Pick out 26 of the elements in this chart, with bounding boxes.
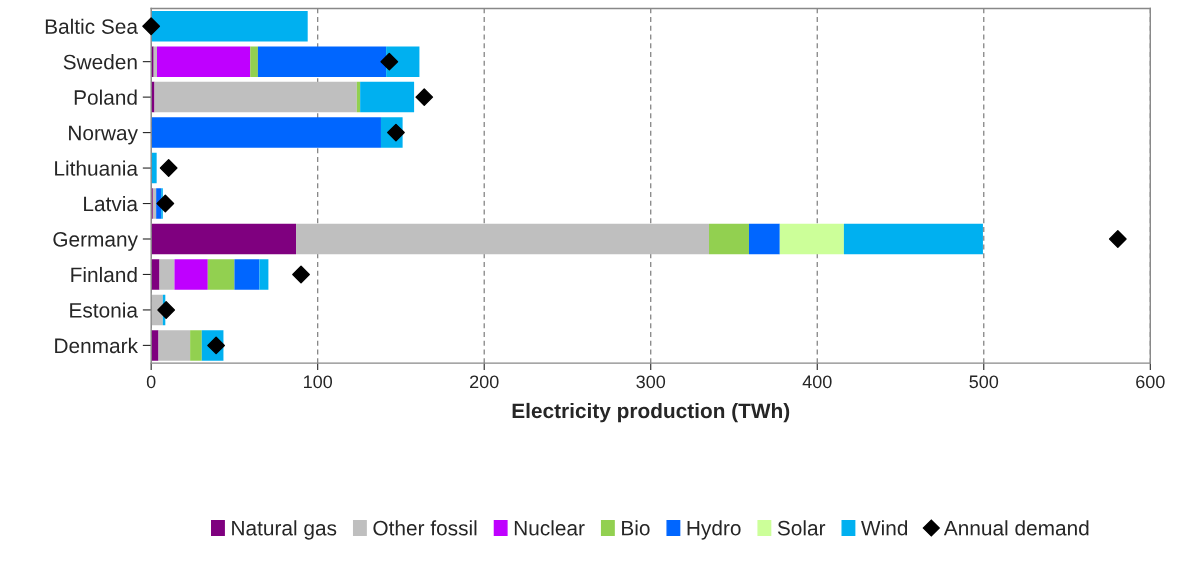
y-tick-label: Poland: [74, 89, 137, 105]
y-tick-label: Estonia: [70, 302, 138, 318]
y-tick-label: Denmark: [55, 337, 139, 354]
x-tick-label: 0: [146, 375, 156, 389]
y-tick-label: Finland: [71, 266, 137, 283]
x-tick-label: 200: [470, 375, 499, 389]
legend-label: Natural gas: [232, 520, 337, 540]
legend-label: Wind: [861, 520, 908, 536]
legend-label: Hydro: [687, 520, 741, 540]
y-tick-label: Lithuania: [55, 160, 138, 176]
y-tick-label: Norway: [69, 125, 138, 145]
x-tick-label: 300: [636, 375, 666, 389]
y-tick-label: Baltic Sea: [45, 18, 138, 34]
y-tick-label: Germany: [53, 231, 138, 251]
y-tick-label: Latvia: [84, 195, 138, 212]
legend-label: Solar: [777, 520, 826, 536]
legend-label: Bio: [622, 520, 650, 536]
x-tick-label: 500: [969, 375, 999, 389]
x-tick-label: 600: [1136, 375, 1165, 389]
legend-label: Nuclear: [514, 520, 585, 536]
x-axis-title: Electricity production (TWh): [512, 402, 790, 423]
legend-label: Other fossil: [373, 520, 477, 536]
y-tick-label: Sweden: [63, 54, 137, 70]
x-tick-label: 400: [802, 375, 832, 389]
legend-label: Annual demand: [943, 520, 1089, 536]
x-tick-label: 100: [304, 375, 333, 389]
